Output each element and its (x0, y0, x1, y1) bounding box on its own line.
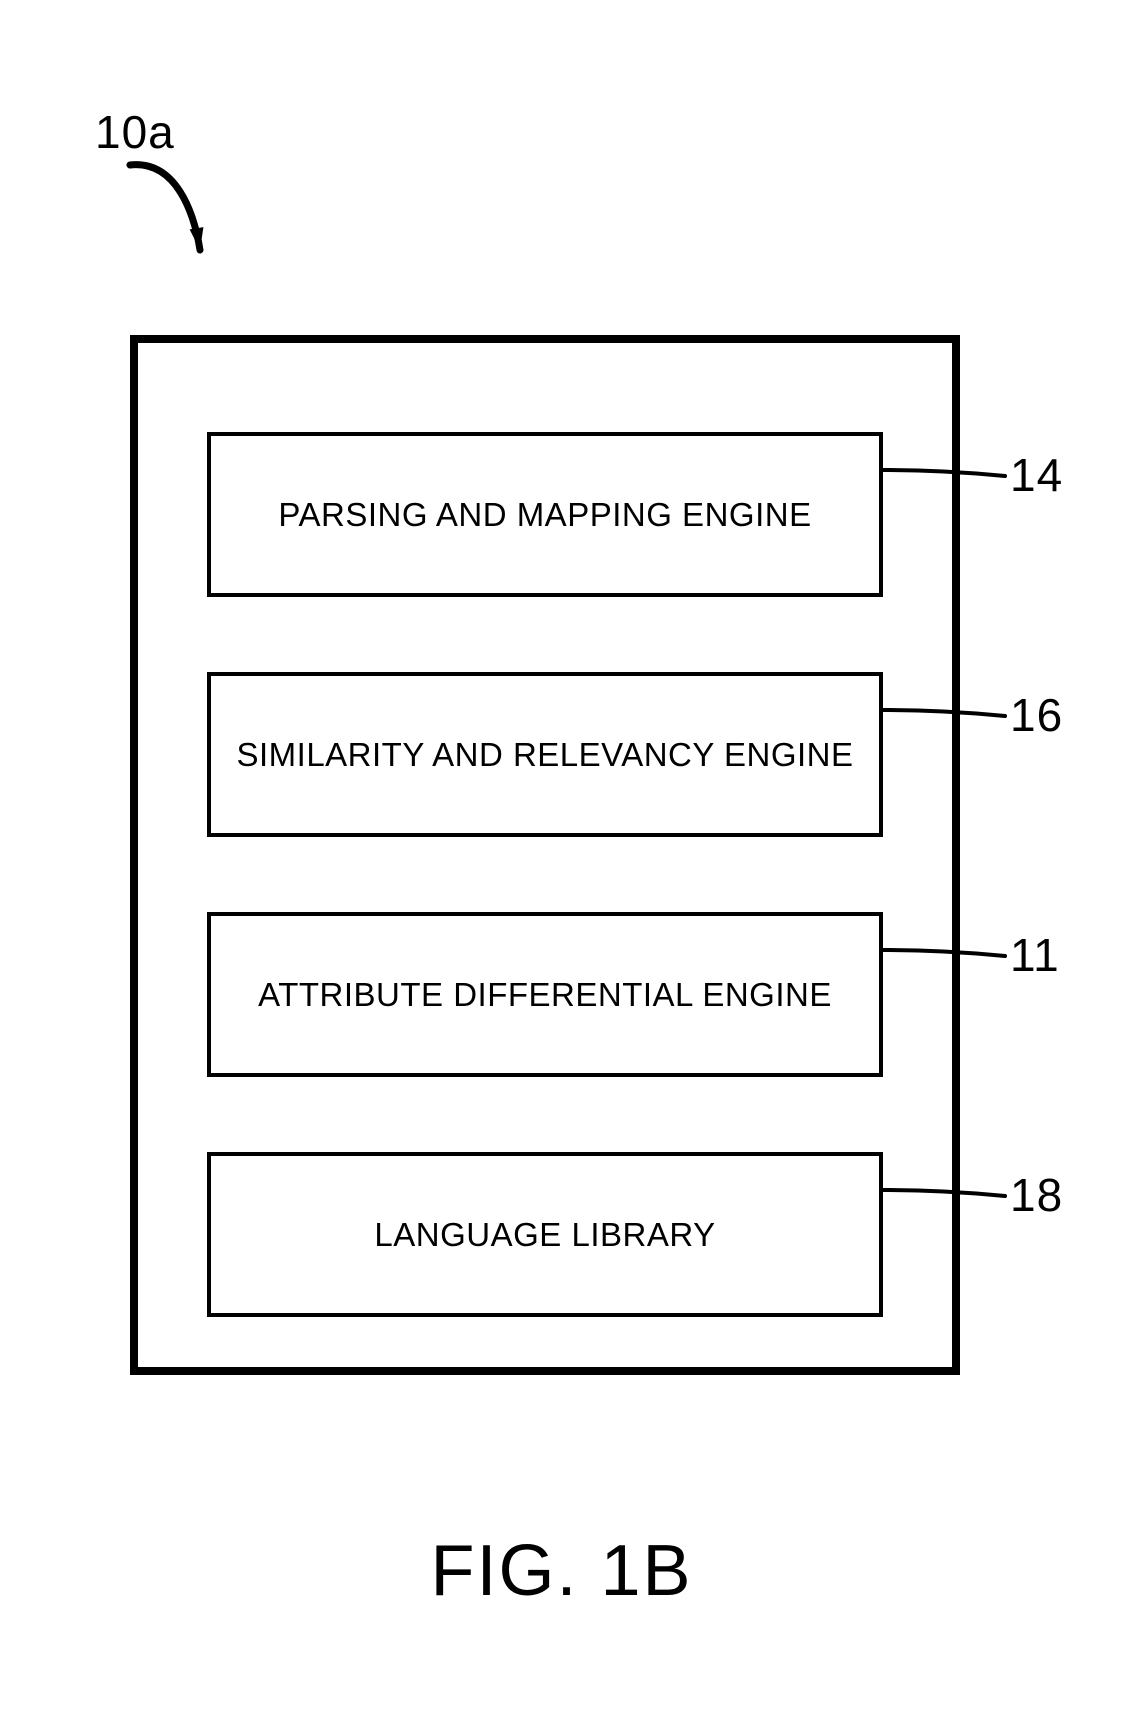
ref-label: 16 (1010, 688, 1063, 742)
component-box: PARSING AND MAPPING ENGINE (207, 432, 883, 597)
component-box-label: LANGUAGE LIBRARY (374, 1215, 715, 1255)
component-box: SIMILARITY AND RELEVANCY ENGINE (207, 672, 883, 837)
ref-label: 14 (1010, 448, 1063, 502)
component-box-label: PARSING AND MAPPING ENGINE (278, 495, 811, 535)
system-ref-arrow (110, 155, 230, 270)
component-box: LANGUAGE LIBRARY (207, 1152, 883, 1317)
ref-label: 11 (1010, 928, 1060, 982)
system-ref-label: 10a (95, 105, 175, 159)
component-box-label: SIMILARITY AND RELEVANCY ENGINE (236, 735, 853, 775)
component-box: ATTRIBUTE DIFFERENTIAL ENGINE (207, 912, 883, 1077)
figure-caption: FIG. 1B (430, 1530, 692, 1612)
component-box-label: ATTRIBUTE DIFFERENTIAL ENGINE (258, 975, 832, 1015)
diagram-canvas: 10a PARSING AND MAPPING ENGINE 14 SIMILARI… (0, 0, 1123, 1729)
ref-label: 18 (1010, 1168, 1063, 1222)
